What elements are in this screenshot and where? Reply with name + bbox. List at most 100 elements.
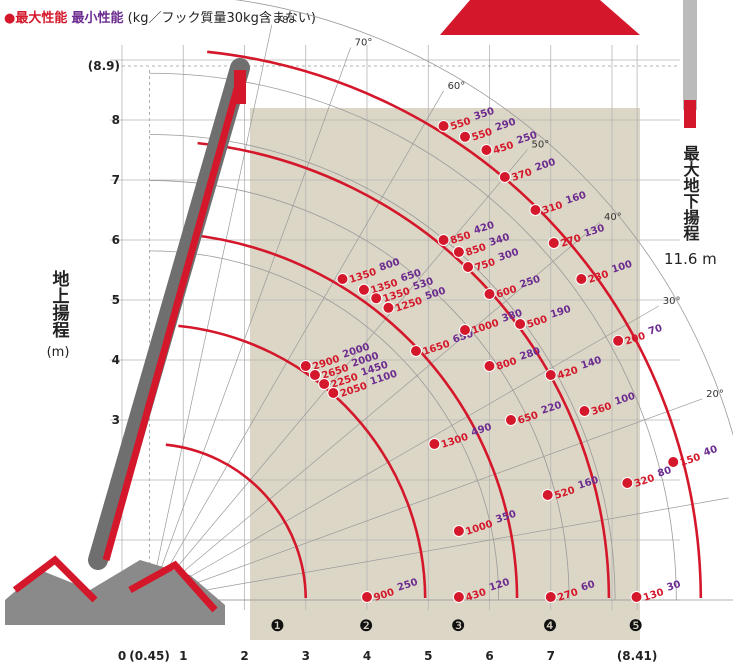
angle-label: 50° — [532, 140, 550, 151]
angle-ray — [149, 47, 351, 601]
crane-underground-hook — [684, 100, 696, 128]
angle-ray — [149, 398, 703, 601]
x-tick-label: 0 — [118, 649, 126, 663]
data-point — [327, 387, 340, 399]
x-tick-label: 7 — [547, 649, 555, 663]
reference-arc — [149, 250, 500, 601]
data-point — [514, 318, 527, 330]
data-point — [452, 591, 465, 603]
boom-stage-marker: ❷ — [359, 616, 373, 635]
data-label-min: 60 — [580, 579, 597, 594]
reference-arc — [149, 72, 677, 601]
angle-ray — [149, 221, 601, 601]
y-tick-label: 7 — [112, 173, 120, 187]
x-tick-label: 4 — [363, 649, 371, 663]
data-point — [578, 405, 591, 417]
angle-ray — [149, 24, 273, 601]
crane-outriggers — [12, 555, 218, 613]
data-point — [382, 301, 395, 314]
data-point — [612, 334, 625, 347]
crane-top-silhouette — [440, 0, 640, 35]
data-point — [480, 144, 493, 156]
max-underground-value: 11.6 m — [664, 250, 717, 268]
data-label-min: 70 — [647, 323, 664, 338]
angle-label: 40° — [604, 212, 622, 223]
boom-stage-marker: ❹ — [543, 616, 557, 635]
x-tick-label: 3 — [302, 649, 310, 663]
x-tick-label: 1 — [179, 649, 187, 663]
data-label-min: 30 — [666, 579, 683, 594]
data-point — [299, 360, 312, 372]
x-tick-label: 6 — [485, 649, 493, 663]
data-point — [630, 591, 643, 603]
boom-stage-marker: ❺ — [629, 616, 643, 635]
data-point — [462, 261, 475, 273]
crane-underground-boom — [683, 0, 697, 110]
legend-max: ●最大性能 — [4, 11, 68, 26]
y-axis-title: 地上揚程 (m) — [42, 270, 74, 362]
data-point — [541, 489, 554, 501]
data-point — [437, 234, 450, 246]
angle-label: 60° — [448, 81, 466, 92]
capacity-arc — [207, 50, 703, 599]
data-point — [361, 591, 373, 603]
data-point — [357, 283, 370, 296]
y-tick-label: 3 — [112, 413, 120, 427]
legend-min: 最小性能 — [71, 11, 124, 26]
crane-hook — [234, 70, 246, 104]
data-point — [544, 369, 557, 381]
reference-arc — [149, 180, 570, 601]
angle-label: 78° — [276, 15, 294, 26]
data-point — [483, 360, 496, 372]
data-point — [459, 130, 471, 143]
data-point — [547, 237, 560, 249]
data-point — [483, 288, 496, 300]
data-point — [621, 477, 634, 489]
reference-arc — [234, 0, 733, 437]
boom-stage-marker: ❶ — [270, 616, 284, 635]
angle-ray — [149, 149, 528, 601]
y-tick-label: 8 — [112, 113, 120, 127]
data-point — [575, 273, 588, 285]
x-tick-label: (0.45) — [129, 649, 170, 663]
data-point — [452, 525, 465, 537]
x-tick-label: 5 — [424, 649, 432, 663]
capacity-arc — [178, 324, 427, 599]
crane-boom-stripe — [102, 77, 244, 561]
data-point — [370, 292, 383, 305]
max-underground-label: 最大地下揚程 — [675, 145, 705, 245]
data-label-min: 80 — [656, 465, 673, 480]
data-point — [318, 378, 331, 390]
y-tick-label: 6 — [112, 233, 120, 247]
y-tick-label: 4 — [112, 353, 120, 367]
angle-label: 20° — [706, 389, 724, 400]
data-point — [544, 591, 557, 603]
data-point — [504, 414, 517, 426]
x-tick-label: 2 — [240, 649, 248, 663]
max-underground-text: 最大地下揚程 — [680, 145, 700, 241]
y-axis-unit: (m) — [46, 345, 70, 360]
legend-note: (kg／フック質量30kg含まない) — [127, 11, 316, 26]
crane-base — [5, 560, 225, 625]
data-point — [459, 324, 471, 336]
data-point — [529, 204, 542, 216]
angle-ray — [149, 497, 729, 601]
x-tick-label: (8.41) — [617, 649, 658, 663]
data-point — [428, 438, 441, 450]
angle-ray — [149, 90, 444, 601]
background-building — [250, 108, 640, 640]
legend: ●最大性能 最小性能 (kg／フック質量30kg含まない) — [4, 7, 316, 26]
data-label-min: 40 — [702, 444, 719, 459]
data-point — [498, 171, 511, 183]
data-point — [336, 273, 349, 285]
data-label-max: 130 — [642, 587, 665, 604]
data-point — [437, 120, 450, 132]
y-tick-label: 5 — [112, 293, 120, 307]
data-point — [308, 369, 321, 381]
capacity-arc — [187, 233, 519, 599]
y-tick-label: (8.9) — [88, 59, 120, 73]
capacity-arc — [165, 443, 308, 599]
boom-stage-marker: ❸ — [451, 616, 465, 635]
data-point — [452, 246, 465, 258]
